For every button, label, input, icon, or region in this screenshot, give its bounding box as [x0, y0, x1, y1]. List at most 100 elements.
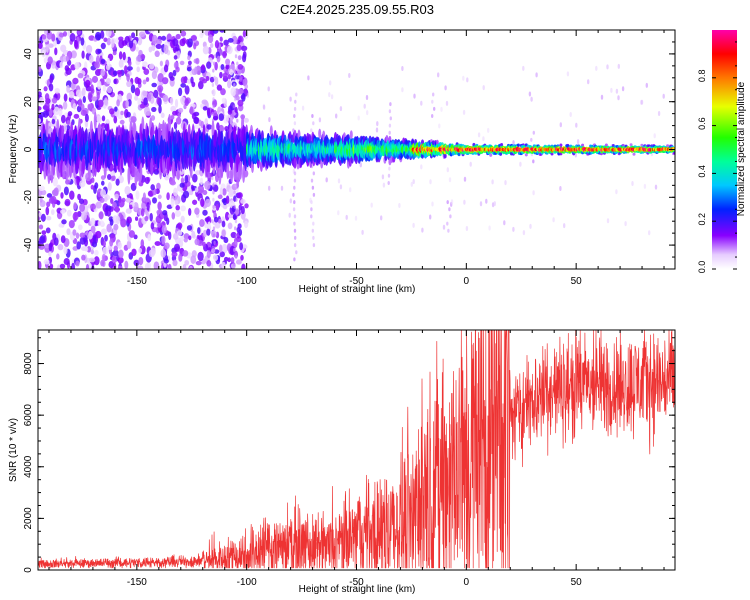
spectrogram-cell — [60, 192, 64, 199]
spectrogram-cell — [236, 44, 242, 52]
spectrogram-cell — [482, 85, 485, 91]
spectrogram-cell — [102, 240, 106, 247]
spectrogram-cell — [172, 259, 178, 267]
spectrogram-cell — [117, 241, 122, 250]
spectrogram-cell — [50, 209, 55, 216]
spectrogram-cell — [312, 235, 315, 240]
spectrogram-cell — [195, 187, 199, 193]
spectrogram-cell — [292, 192, 295, 197]
spectrogram-cell — [96, 115, 102, 123]
spectrogram-cell — [45, 118, 49, 137]
spectrogram-cell — [310, 178, 314, 183]
spectrogram-cell — [213, 233, 216, 238]
spectrogram-cell — [180, 83, 187, 88]
spectrogram-cell — [150, 115, 156, 121]
spectrogram-cell — [412, 179, 415, 185]
spectrogram-cell — [482, 136, 485, 142]
spectrogram-cell — [131, 248, 137, 257]
spectrogram-cell — [477, 132, 481, 138]
spectrogram-cell — [312, 192, 316, 197]
spectrogram-cell — [60, 209, 66, 214]
spectrogram-cell — [197, 185, 205, 194]
spectrogram-cell — [90, 184, 95, 190]
spectrogram-cell — [87, 162, 91, 180]
spectrogram-cell — [171, 251, 178, 257]
spectrogram-cell — [51, 118, 56, 125]
spectrogram-cell — [337, 178, 341, 184]
spectrogram-cell — [112, 50, 117, 56]
spectrogram-cell — [172, 232, 179, 240]
spectrogram-cell — [219, 30, 226, 33]
spectrogram-cell — [280, 185, 284, 191]
spectrogram-cell — [111, 201, 117, 209]
spectrogram-cell — [169, 180, 176, 186]
spectrogram-cell — [239, 75, 243, 82]
spectrogram-cell — [187, 55, 191, 61]
spectrogram-cell — [504, 180, 507, 186]
spectrogram-cell — [188, 235, 192, 241]
spectrogram-cell — [532, 130, 535, 135]
spectrogram-cell — [60, 235, 66, 244]
spectrogram-cell — [197, 227, 201, 235]
spectrogram-cell — [209, 76, 215, 83]
spectrogram-cell — [293, 228, 297, 233]
spectrogram-cell — [113, 115, 118, 124]
spectrogram-cell — [85, 79, 91, 87]
spectrogram-cell — [595, 65, 598, 71]
spectrogram-cell — [219, 36, 223, 42]
spectrogram-cell — [84, 246, 89, 252]
spectrogram-cell — [575, 122, 578, 128]
spectrogram-cell — [38, 185, 45, 191]
spectrogram-cell — [186, 225, 193, 231]
spectrogram-cell — [433, 106, 436, 111]
spectrogram-cell — [339, 106, 343, 112]
spectrogram-cell — [38, 224, 44, 230]
spectrogram-cell — [442, 224, 446, 230]
spectrogram-cell — [86, 246, 92, 253]
spectrogram-cell — [74, 62, 80, 70]
spectrogram-cell — [522, 65, 525, 71]
spectrogram-cell — [213, 216, 219, 223]
spectrogram-cell — [38, 118, 42, 124]
spectrogram-cell — [221, 243, 228, 254]
spectrogram-cell — [128, 230, 136, 238]
spectrogram-cell — [138, 247, 143, 254]
spectrogram-cell — [388, 109, 392, 114]
spectrogram-cell — [161, 35, 167, 41]
spectrogram-cell — [100, 68, 106, 77]
spectrogram-cell — [227, 213, 234, 219]
spectrogram-cell — [126, 66, 133, 71]
spectrogram-cell — [48, 110, 53, 117]
spectrogram-cell — [293, 221, 296, 226]
spectrogram-cell — [108, 260, 114, 269]
spectrogram-cell — [380, 215, 383, 221]
spectrogram-cell — [206, 61, 212, 69]
spectrogram-cell — [96, 91, 100, 100]
figure-title: C2E4.2025.235.09.55.R03 — [280, 2, 434, 17]
spectrogram-cell — [223, 237, 229, 244]
spectrogram-cell — [58, 107, 63, 117]
spectrogram-cell — [559, 143, 563, 147]
spectrogram-cell — [212, 97, 215, 102]
spectrogram-cell — [206, 107, 211, 117]
spectrogram-cell — [219, 251, 225, 258]
spectrogram-cell — [106, 208, 112, 217]
spectrogram-cell — [126, 240, 132, 250]
spectrogram-cell — [262, 104, 266, 110]
spectrogram-cell — [134, 87, 141, 97]
spectrogram-cell — [142, 79, 147, 85]
spectrogram-cell — [88, 230, 93, 240]
spectrogram-cell — [207, 221, 211, 230]
spectrogram-cell — [345, 214, 348, 220]
spectrogram-cell — [310, 214, 313, 219]
spectrogram-cell — [38, 96, 45, 106]
spectrogram-cell — [318, 117, 322, 123]
spectrogram-cell — [225, 195, 230, 204]
spectrogram-cell — [72, 212, 79, 221]
spectrogram-cell — [51, 97, 58, 104]
spectrogram-cell — [485, 198, 488, 204]
spectrogram-cell — [150, 222, 155, 230]
spectrogram-cell — [234, 255, 238, 260]
spectrogram-cell — [429, 214, 432, 220]
spectrogram-cell — [569, 112, 572, 117]
